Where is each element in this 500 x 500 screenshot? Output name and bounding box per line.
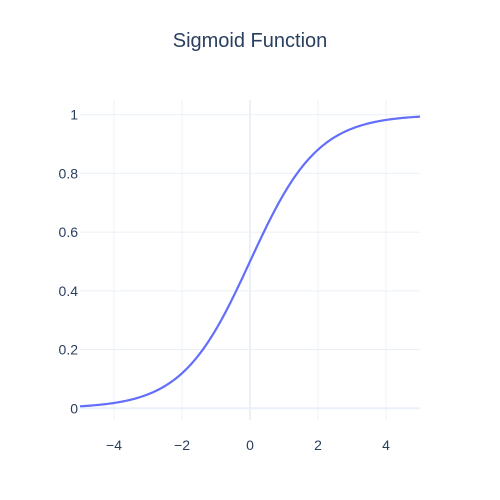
x-axis-ticks: −4 −2 0 2 4 bbox=[106, 437, 390, 453]
x-tick-label: 4 bbox=[382, 437, 390, 453]
y-tick-label: 0 bbox=[70, 400, 78, 416]
y-tick-label: 0.6 bbox=[59, 224, 79, 240]
x-tick-label: −2 bbox=[174, 437, 190, 453]
y-axis-ticks: 0 0.2 0.4 0.6 0.8 1 bbox=[59, 107, 79, 417]
x-tick-label: 0 bbox=[246, 437, 254, 453]
x-tick-label: 2 bbox=[314, 437, 322, 453]
x-tick-label: −4 bbox=[106, 437, 122, 453]
y-tick-label: 1 bbox=[70, 107, 78, 123]
y-tick-label: 0.8 bbox=[59, 165, 79, 181]
y-tick-label: 0.4 bbox=[59, 283, 79, 299]
y-tick-label: 0.2 bbox=[59, 342, 79, 358]
